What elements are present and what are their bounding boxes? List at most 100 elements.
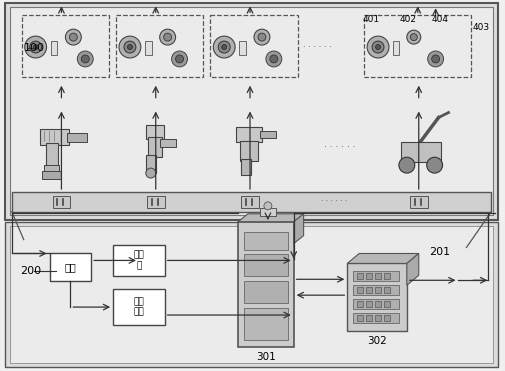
- Bar: [353, 271, 399, 281]
- Bar: [366, 287, 372, 293]
- Circle shape: [410, 34, 417, 40]
- Polygon shape: [294, 214, 304, 244]
- Text: 市电: 市电: [65, 262, 76, 272]
- Bar: [357, 287, 363, 293]
- Bar: [116, 15, 204, 77]
- Bar: [22, 15, 109, 77]
- Bar: [148, 137, 162, 157]
- Text: 200: 200: [20, 266, 41, 276]
- Bar: [384, 301, 390, 307]
- Bar: [146, 155, 156, 173]
- Bar: [347, 263, 407, 331]
- Bar: [5, 222, 498, 367]
- Text: 403: 403: [472, 23, 489, 32]
- Bar: [401, 142, 440, 162]
- Bar: [241, 159, 251, 175]
- Bar: [160, 139, 176, 147]
- Bar: [357, 273, 363, 279]
- Bar: [113, 289, 165, 325]
- Polygon shape: [347, 253, 419, 263]
- Bar: [113, 244, 165, 276]
- Bar: [244, 255, 288, 276]
- Circle shape: [222, 45, 227, 49]
- Bar: [353, 313, 399, 323]
- Bar: [12, 192, 491, 212]
- Polygon shape: [407, 253, 419, 285]
- Bar: [145, 41, 152, 55]
- Circle shape: [264, 202, 272, 210]
- Circle shape: [124, 41, 136, 53]
- Circle shape: [172, 51, 187, 67]
- Polygon shape: [238, 214, 304, 222]
- Circle shape: [66, 29, 81, 45]
- Text: · · · · · ·: · · · · · ·: [324, 143, 355, 152]
- Bar: [393, 41, 399, 55]
- Circle shape: [146, 168, 156, 178]
- Circle shape: [407, 30, 421, 44]
- Bar: [366, 315, 372, 321]
- Bar: [5, 3, 498, 220]
- Circle shape: [270, 55, 278, 63]
- Circle shape: [69, 33, 77, 41]
- Bar: [260, 131, 276, 138]
- Circle shape: [372, 41, 384, 53]
- Circle shape: [432, 55, 439, 63]
- Circle shape: [160, 29, 176, 45]
- Circle shape: [81, 55, 89, 63]
- Circle shape: [213, 36, 235, 58]
- Bar: [43, 165, 60, 173]
- Bar: [146, 125, 164, 139]
- Text: 201: 201: [429, 246, 450, 256]
- Circle shape: [77, 51, 93, 67]
- Bar: [357, 315, 363, 321]
- Bar: [384, 287, 390, 293]
- Bar: [375, 273, 381, 279]
- Bar: [357, 301, 363, 307]
- Bar: [45, 143, 59, 167]
- Text: 100: 100: [24, 43, 45, 53]
- Bar: [260, 208, 276, 216]
- Text: 301: 301: [256, 352, 276, 362]
- Bar: [53, 196, 70, 208]
- Bar: [366, 273, 372, 279]
- Text: · · · · · ·: · · · · · ·: [321, 197, 347, 206]
- Bar: [241, 196, 259, 208]
- Bar: [353, 299, 399, 309]
- Bar: [384, 273, 390, 279]
- Circle shape: [164, 33, 172, 41]
- Bar: [353, 285, 399, 295]
- Bar: [239, 41, 246, 55]
- Bar: [375, 301, 381, 307]
- Bar: [384, 315, 390, 321]
- Circle shape: [254, 29, 270, 45]
- Bar: [410, 196, 428, 208]
- Circle shape: [376, 45, 381, 49]
- Text: · · · · · ·: · · · · · ·: [303, 43, 332, 52]
- Circle shape: [428, 51, 443, 67]
- Circle shape: [30, 41, 41, 53]
- Circle shape: [25, 36, 46, 58]
- Bar: [10, 7, 493, 215]
- Bar: [67, 134, 87, 142]
- Bar: [364, 15, 471, 77]
- Bar: [39, 129, 69, 145]
- Circle shape: [218, 41, 230, 53]
- Bar: [210, 15, 297, 77]
- Circle shape: [127, 45, 132, 49]
- Bar: [50, 41, 58, 55]
- Bar: [366, 301, 372, 307]
- Circle shape: [176, 55, 183, 63]
- Circle shape: [266, 51, 282, 67]
- Bar: [49, 253, 91, 281]
- Circle shape: [399, 157, 415, 173]
- Circle shape: [119, 36, 141, 58]
- Bar: [147, 196, 165, 208]
- Bar: [236, 127, 262, 142]
- Text: 302: 302: [367, 336, 387, 346]
- Text: 调压
器: 调压 器: [133, 251, 144, 270]
- Text: 401: 401: [362, 15, 379, 24]
- Bar: [375, 315, 381, 321]
- Circle shape: [258, 33, 266, 41]
- Bar: [41, 171, 62, 179]
- Bar: [375, 287, 381, 293]
